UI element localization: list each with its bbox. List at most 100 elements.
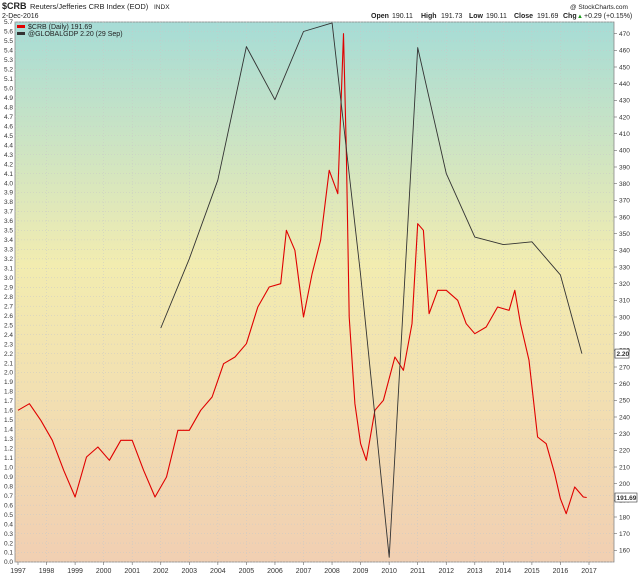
left-tick-label: 4.7	[4, 114, 13, 121]
left-tick-label: 2.3	[4, 341, 13, 348]
left-tick-label: 5.5	[4, 38, 13, 45]
left-tick-label: 4.1	[4, 171, 13, 178]
left-tick-label: 5.0	[4, 86, 13, 93]
symbol: $CRB	[2, 1, 27, 11]
chg-value: +0.29 (+0.15%)	[584, 13, 632, 20]
left-tick-label: 3.4	[4, 237, 13, 244]
right-axis: 1601701801902002102202302402502602702802…	[614, 31, 630, 555]
low-value: 190.11	[486, 13, 507, 20]
right-tick-label: 330	[619, 264, 630, 271]
left-tick-label: 0.1	[4, 550, 13, 557]
left-tick-label: 5.7	[4, 19, 13, 26]
x-tick-label: 2004	[210, 568, 226, 575]
gridlines	[15, 21, 614, 563]
x-tick-label: 2001	[124, 568, 140, 575]
right-tick-label: 460	[619, 48, 630, 55]
x-tick-label: 2011	[410, 568, 425, 575]
left-tick-label: 1.0	[4, 464, 13, 471]
x-tick-label: 2005	[239, 568, 255, 575]
x-tick-label: 2003	[182, 568, 198, 575]
right-tick-label: 310	[619, 298, 630, 305]
legend-swatch-gdp	[17, 32, 25, 35]
right-tick-label: 360	[619, 214, 630, 221]
left-tick-label: 5.4	[4, 48, 13, 55]
close-value: 191.69	[537, 13, 559, 20]
left-tick-label: 5.6	[4, 29, 13, 36]
right-tick-label: 160	[619, 548, 630, 555]
left-tick-label: 1.7	[4, 398, 13, 405]
ohlc-readout: Open 190.11 High 191.73 Low 190.11 Close…	[371, 13, 632, 20]
left-tick-label: 4.5	[4, 133, 13, 140]
left-tick-label: 2.1	[4, 360, 13, 367]
right-tick-label: 270	[619, 364, 630, 371]
right-tick-label: 420	[619, 114, 630, 121]
x-tick-label: 1999	[67, 568, 83, 575]
crb-last-value-text: 191.69	[617, 495, 637, 502]
left-tick-label: 1.3	[4, 436, 13, 443]
left-tick-label: 3.2	[4, 256, 13, 263]
left-tick-label: 3.6	[4, 218, 13, 225]
left-tick-label: 2.5	[4, 322, 13, 329]
right-tick-label: 250	[619, 398, 630, 405]
chg-label: Chg	[563, 13, 577, 20]
gdp-line	[160, 22, 583, 558]
close-label: Close	[514, 13, 533, 20]
x-tick-label: 2000	[96, 568, 112, 575]
x-tick-label: 2010	[381, 568, 397, 575]
left-tick-label: 3.0	[4, 275, 13, 282]
right-tick-label: 300	[619, 314, 630, 321]
right-tick-label: 450	[619, 64, 630, 71]
left-tick-label: 0.4	[4, 521, 13, 528]
left-tick-label: 4.3	[4, 152, 13, 159]
x-tick-label: 2014	[496, 568, 512, 575]
right-tick-label: 320	[619, 281, 630, 288]
left-tick-label: 1.9	[4, 379, 13, 386]
left-tick-label: 1.8	[4, 389, 13, 396]
high-label: High	[421, 13, 437, 20]
legend-gdp: @GLOBALGDP 2.20 (29 Sep)	[28, 31, 123, 38]
right-tick-label: 380	[619, 181, 630, 188]
left-tick-label: 3.1	[4, 266, 13, 273]
right-tick-label: 470	[619, 31, 630, 38]
left-tick-label: 0.2	[4, 540, 13, 547]
x-tick-label: 2012	[438, 568, 454, 575]
left-tick-label: 0.5	[4, 512, 13, 519]
x-tick-label: 2008	[324, 568, 340, 575]
right-tick-label: 180	[619, 514, 630, 521]
last-value-tags: 2.20 191.69	[614, 348, 638, 503]
right-tick-label: 350	[619, 231, 630, 238]
left-tick-label: 5.2	[4, 67, 13, 74]
index-name: Reuters/Jefferies CRB Index (EOD)	[30, 2, 149, 11]
plot-area	[14, 21, 615, 563]
x-tick-label: 2007	[296, 568, 312, 575]
left-tick-label: 0.9	[4, 474, 13, 481]
right-tick-label: 370	[619, 198, 630, 205]
x-tick-label: 2006	[267, 568, 283, 575]
open-label: Open	[371, 13, 389, 20]
left-tick-label: 4.4	[4, 142, 13, 149]
left-tick-label: 2.4	[4, 332, 13, 339]
x-tick-label: 1998	[39, 568, 55, 575]
left-axis: 0.0 0.1 0.2 0.3 0.4 0.5 0.6 0.7 0.8 0.9 1.0 1.1 1.2 1…	[4, 19, 13, 566]
left-tick-label: 0.7	[4, 493, 13, 500]
date-label: 2-Dec-2016	[2, 13, 39, 20]
left-tick-label: 1.6	[4, 408, 13, 415]
right-tick-label: 410	[619, 131, 630, 138]
left-tick-label: 0.6	[4, 502, 13, 509]
right-tick-label: 340	[619, 248, 630, 255]
left-tick-label: 4.0	[4, 180, 13, 187]
left-tick-label: 3.9	[4, 190, 13, 197]
x-tick-label: 2016	[553, 568, 569, 575]
legend-swatch-crb	[17, 25, 25, 28]
left-tick-label: 4.9	[4, 95, 13, 102]
high-value: 191.73	[441, 13, 463, 20]
series-layer	[17, 22, 587, 558]
left-tick-label: 4.6	[4, 123, 13, 130]
x-tick-label: 1997	[10, 568, 26, 575]
left-tick-label: 1.4	[4, 427, 13, 434]
legend: $CRB (Daily) 191.69 @GLOBALGDP 2.20 (29 …	[17, 24, 123, 38]
open-value: 190.11	[392, 13, 413, 20]
right-tick-label: 400	[619, 148, 630, 155]
gdp-last-value-text: 2.20	[617, 351, 630, 358]
